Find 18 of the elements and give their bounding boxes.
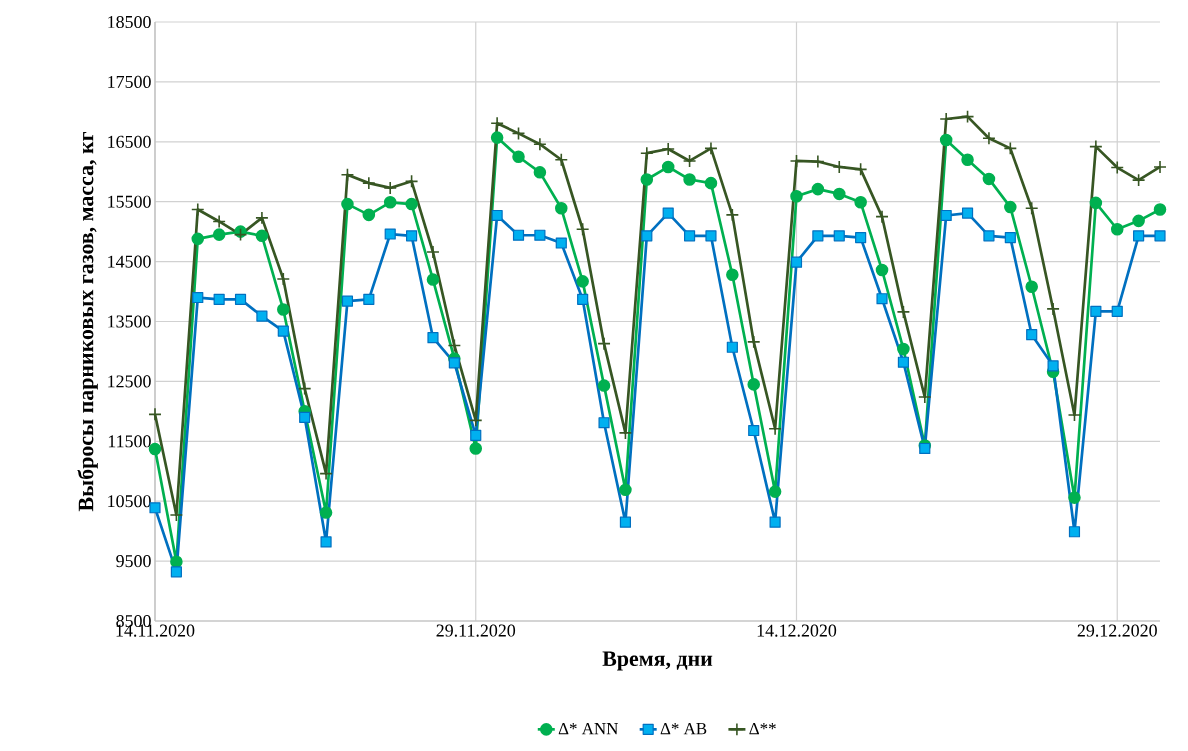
y-tick-label: 18500 — [108, 15, 151, 29]
y-tick-label: 9500 — [116, 555, 151, 568]
x-tick-label: 14.12.2020 — [757, 624, 837, 637]
y-tick-label: 11500 — [108, 435, 151, 448]
y-tick-label: 14500 — [108, 255, 151, 268]
legend-label: Δ* ANN — [558, 723, 619, 735]
legend-label: Δ** — [749, 723, 776, 735]
y-tick-label: 17500 — [108, 75, 151, 88]
y-tick-label: 16500 — [108, 135, 151, 148]
x-axis-title: Время, дни — [602, 651, 713, 671]
y-tick-label: 12500 — [108, 375, 151, 388]
y-tick-label: 15500 — [108, 195, 151, 208]
x-tick-label: 29.11.2020 — [436, 624, 516, 637]
y-tick-label: 10500 — [108, 495, 151, 508]
y-tick-label: 13500 — [108, 315, 151, 328]
x-tick-label: 29.12.2020 — [1077, 624, 1157, 637]
y-axis-title: Выбросы парниковых газов, масса, кг — [77, 132, 98, 512]
legend-label: Δ* AB — [660, 723, 707, 735]
